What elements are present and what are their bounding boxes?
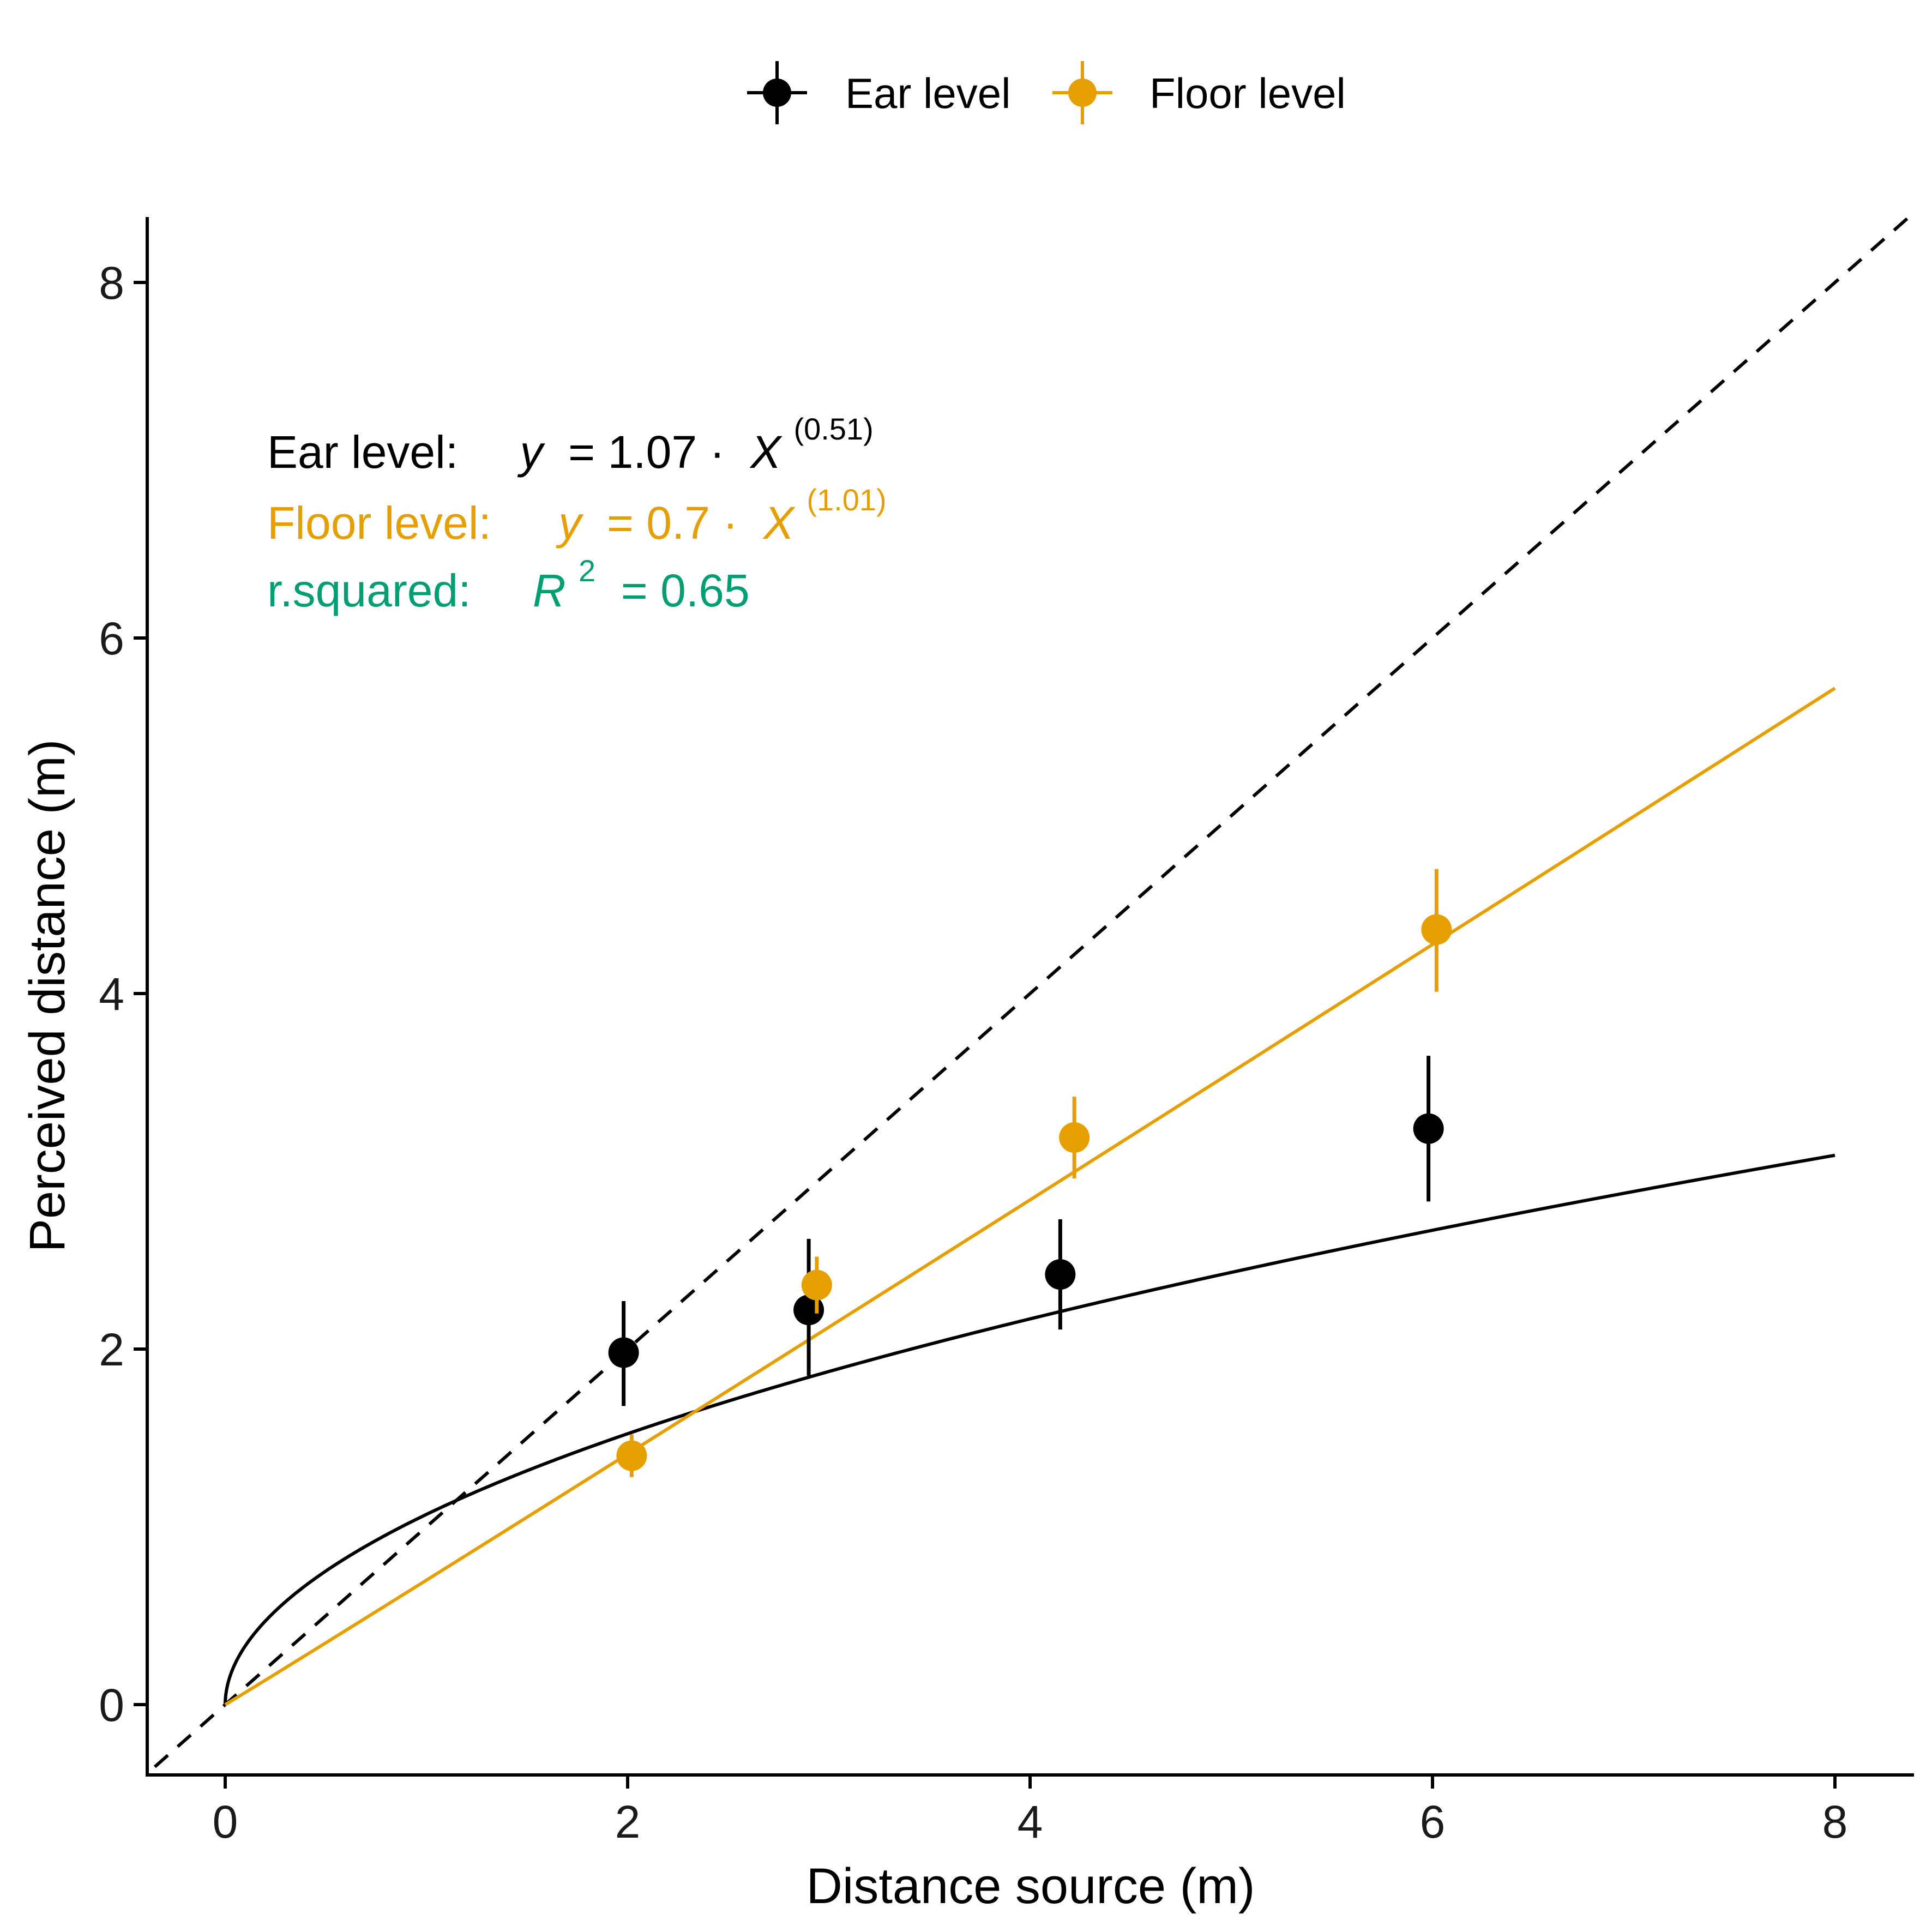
x-axis-title: Distance source (m) xyxy=(806,1858,1255,1914)
fit-curve-ear xyxy=(224,1153,1835,1705)
legend-key-ear xyxy=(747,61,807,124)
annotation-floor: Floor level: y = 0.7 · X (1.01) xyxy=(267,483,887,549)
annotation-rsq: r.squared: R 2 = 0.65 xyxy=(267,540,750,616)
x-tick-label: 4 xyxy=(1018,1796,1043,1847)
y-tick-label: 2 xyxy=(99,1324,124,1375)
annotation-rsq-label: r.squared: xyxy=(267,565,471,616)
y-tick-label: 8 xyxy=(99,257,124,309)
x-tick-label: 8 xyxy=(1822,1796,1848,1847)
annotation-floor-label: Floor level: xyxy=(267,497,491,549)
plot-points xyxy=(608,869,1452,1477)
data-point-ear xyxy=(608,1337,639,1368)
x-tick-label: 0 xyxy=(213,1796,238,1847)
annotation-ear-label: Ear level: xyxy=(267,426,458,478)
legend-key-floor xyxy=(1052,61,1112,124)
data-point-floor xyxy=(801,1269,832,1301)
y-axis-ticks: 0 2 4 6 8 xyxy=(99,257,147,1731)
y-tick-label: 6 xyxy=(99,613,124,664)
data-point-ear xyxy=(1413,1113,1444,1144)
x-axis-ticks: 0 2 4 6 8 xyxy=(213,1775,1848,1847)
fit-curve-floor xyxy=(224,687,1836,1706)
annotation-ear: Ear level: y = 1.07 · X (0.51) xyxy=(267,412,874,478)
data-point-ear xyxy=(1045,1259,1076,1290)
data-point-floor xyxy=(1059,1122,1090,1153)
legend-label-ear: Ear level xyxy=(845,69,1010,117)
x-tick-label: 2 xyxy=(615,1796,641,1847)
y-tick-label: 4 xyxy=(99,968,124,1020)
legend: Ear level Floor level xyxy=(747,61,1346,124)
data-point-floor xyxy=(1421,914,1452,945)
y-axis-title: Perceived distance (m) xyxy=(20,739,75,1253)
x-tick-label: 6 xyxy=(1420,1796,1446,1847)
identity-line xyxy=(153,210,1917,1768)
data-point-floor xyxy=(616,1440,647,1471)
y-tick-label: 0 xyxy=(99,1680,124,1731)
legend-label-floor: Floor level xyxy=(1149,69,1346,117)
